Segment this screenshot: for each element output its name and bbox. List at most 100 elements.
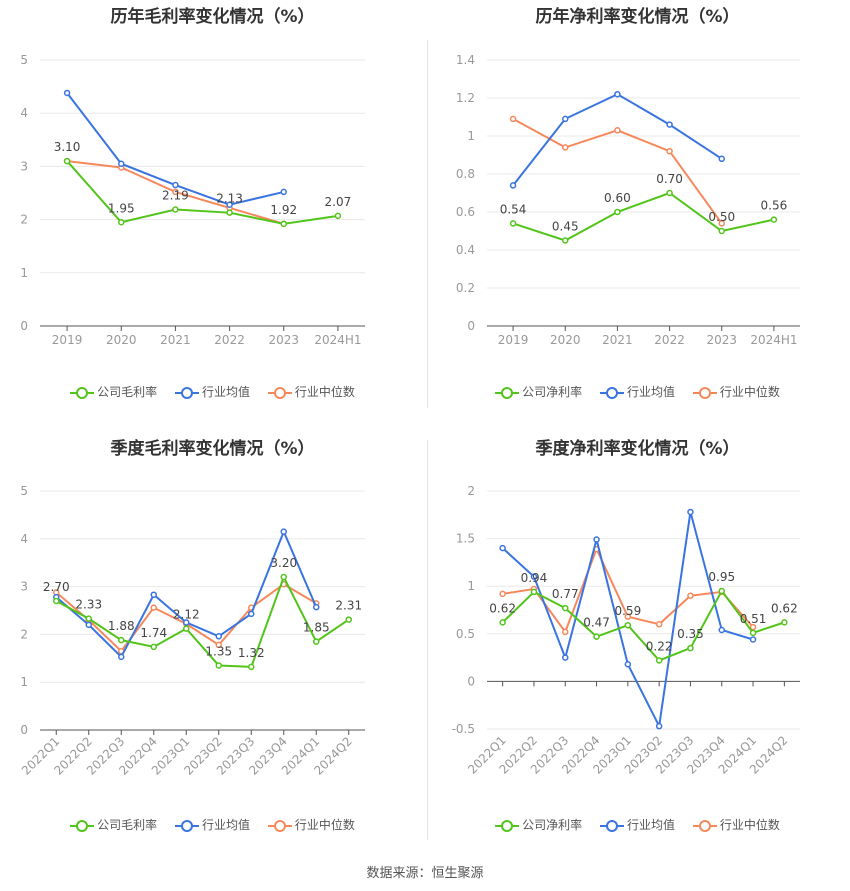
series-company-point	[248, 663, 255, 671]
data-label: 2.12	[173, 608, 200, 622]
series-industry-median-point	[150, 604, 157, 611]
annual-net-margin-panel: 历年净利率变化情况（%） 0 0.2 0.4 0.6 0.8 1 1.2 1.4 2019 202…	[425, 0, 850, 430]
source-note: 数据来源：恒生聚源	[366, 866, 484, 881]
series-company-point	[85, 615, 92, 622]
y-tick-label: 3	[20, 580, 28, 594]
legend-item-company[interactable]: 公司净利率	[495, 383, 582, 400]
y-tick-label: 3	[20, 159, 28, 173]
series-company-point	[530, 588, 538, 596]
legend-item-industry-median[interactable]: 行业中位数	[692, 816, 780, 833]
data-label: 0.77	[552, 587, 579, 601]
series-industry-avg-point	[313, 603, 320, 611]
y-tick-label: 0.8	[456, 167, 475, 181]
quarterly-net-margin-chart: -0.500.511.522022Q12022Q22022Q32022Q4202…	[452, 484, 800, 777]
series-company-point	[215, 662, 222, 669]
series-industry-avg-point	[248, 610, 255, 618]
legend-item-industry-median[interactable]: 行业中位数	[692, 383, 780, 400]
legend-item-industry-median[interactable]: 行业中位数	[267, 816, 355, 833]
y-tick-label: 0	[467, 319, 475, 333]
x-tick-label: 2021	[602, 333, 633, 347]
legend-item-industry-median[interactable]: 行业中位数	[267, 383, 355, 400]
y-tick-label: 2	[20, 627, 28, 641]
legend-item-industry-avg[interactable]: 行业均值	[599, 383, 675, 400]
data-label: 2.31	[335, 599, 362, 613]
quarterly-gross-margin-panel: 季度毛利率变化情况（%） 0 1 2 3 4 5 2022Q1 2022Q2 2022Q3 202…	[0, 432, 425, 862]
series-industry-median-point	[687, 592, 694, 599]
annual-gross-margin-panel: 历年毛利率变化情况（%） 0 1 2 3 4 5 2019 2020 2021 2022 2023 2…	[0, 0, 425, 430]
chart-title: 历年毛利率变化情况（%）	[110, 7, 315, 27]
y-tick-label: 1.4	[456, 53, 475, 67]
data-label: 0.59	[614, 604, 641, 618]
series-company-point	[687, 644, 694, 652]
series-industry-median-point	[718, 220, 725, 227]
series-industry-avg-point	[215, 633, 222, 640]
data-label: 0.70	[656, 172, 683, 186]
data-label: 2.19	[162, 188, 189, 202]
x-tick-label: 2022	[214, 333, 245, 347]
data-label: 0.50	[708, 210, 735, 224]
data-label: 0.94	[521, 571, 548, 585]
y-tick-label: 4	[20, 532, 28, 546]
series-company-line	[501, 589, 785, 662]
y-tick-label: 1	[20, 266, 28, 280]
series-industry-avg-point	[687, 508, 694, 516]
data-label: 3.20	[270, 556, 297, 570]
x-tick-label: 2022	[654, 333, 685, 347]
data-label: 0.45	[552, 220, 579, 234]
legend-item-industry-avg[interactable]: 行业均值	[599, 816, 675, 833]
annual-net-margin-chart: 0 0.2 0.4 0.6 0.8 1 1.2 1.4 2019 2020 2021 2022 2023…	[456, 53, 800, 347]
series-industry-median-point	[624, 613, 632, 620]
series-company-point	[509, 220, 517, 227]
series-company-point	[334, 212, 342, 220]
legend-item-company[interactable]: 公司毛利率	[70, 383, 157, 400]
series-industry-avg-point	[118, 653, 125, 661]
series-industry-median-point	[499, 590, 506, 598]
series-industry-avg-line	[512, 93, 723, 187]
data-label: 1.85	[303, 621, 330, 635]
series-industry-median-point	[172, 188, 179, 196]
x-tick-label: 2019	[52, 333, 83, 347]
series-company-point	[562, 604, 569, 612]
data-label: 0.47	[583, 616, 610, 630]
y-tick-label: 5	[20, 53, 28, 67]
y-tick-label: 0.4	[456, 243, 475, 257]
divider-bottom	[427, 440, 428, 840]
quarterly-gross-margin-chart: 0123452022Q12022Q22022Q32022Q42023Q12023…	[19, 484, 365, 778]
series-industry-avg-point	[280, 528, 287, 535]
data-label: 0.51	[740, 612, 767, 626]
x-tick-label: 2024H1	[314, 333, 361, 347]
series-industry-median-point	[655, 621, 663, 628]
legend-item-industry-avg[interactable]: 行业均值	[174, 816, 250, 833]
legend-item-company[interactable]: 公司毛利率	[70, 816, 157, 833]
series-company-line	[512, 191, 775, 242]
data-label: 1.95	[108, 201, 135, 215]
y-tick-label: 1	[467, 579, 475, 593]
data-label: 0.54	[500, 202, 527, 216]
chart-title: 季度毛利率变化情况（%）	[110, 439, 315, 459]
y-tick-label: 2	[467, 484, 475, 498]
y-tick-label: 4	[20, 106, 28, 120]
x-tick-label: 2020	[106, 333, 137, 347]
series-company-point	[624, 621, 632, 629]
series-industry-avg-point	[150, 591, 157, 598]
series-company-point	[53, 597, 60, 605]
series-industry-avg-point	[280, 188, 287, 196]
data-label: 2.13	[216, 192, 243, 206]
x-tick-label: 2020	[550, 333, 581, 347]
data-label: 1.35	[205, 644, 232, 658]
chart-title: 季度净利率变化情况（%）	[535, 439, 740, 459]
series-company-point	[183, 625, 190, 632]
legend-item-industry-avg[interactable]: 行业均值	[174, 383, 250, 400]
series-company-point	[280, 220, 287, 228]
series-industry-avg-point	[749, 636, 757, 643]
series-company-point	[666, 189, 673, 197]
data-label: 3.10	[54, 140, 81, 154]
series-company-line	[55, 574, 350, 668]
series-company-point	[718, 587, 725, 595]
series-company-point	[718, 227, 725, 235]
legend: 公司净利率 行业均值 行业中位数	[425, 383, 850, 400]
series-company-point	[655, 657, 663, 664]
series-company-point	[226, 209, 233, 216]
series-company-point	[499, 619, 506, 626]
legend-item-company[interactable]: 公司净利率	[495, 816, 582, 833]
